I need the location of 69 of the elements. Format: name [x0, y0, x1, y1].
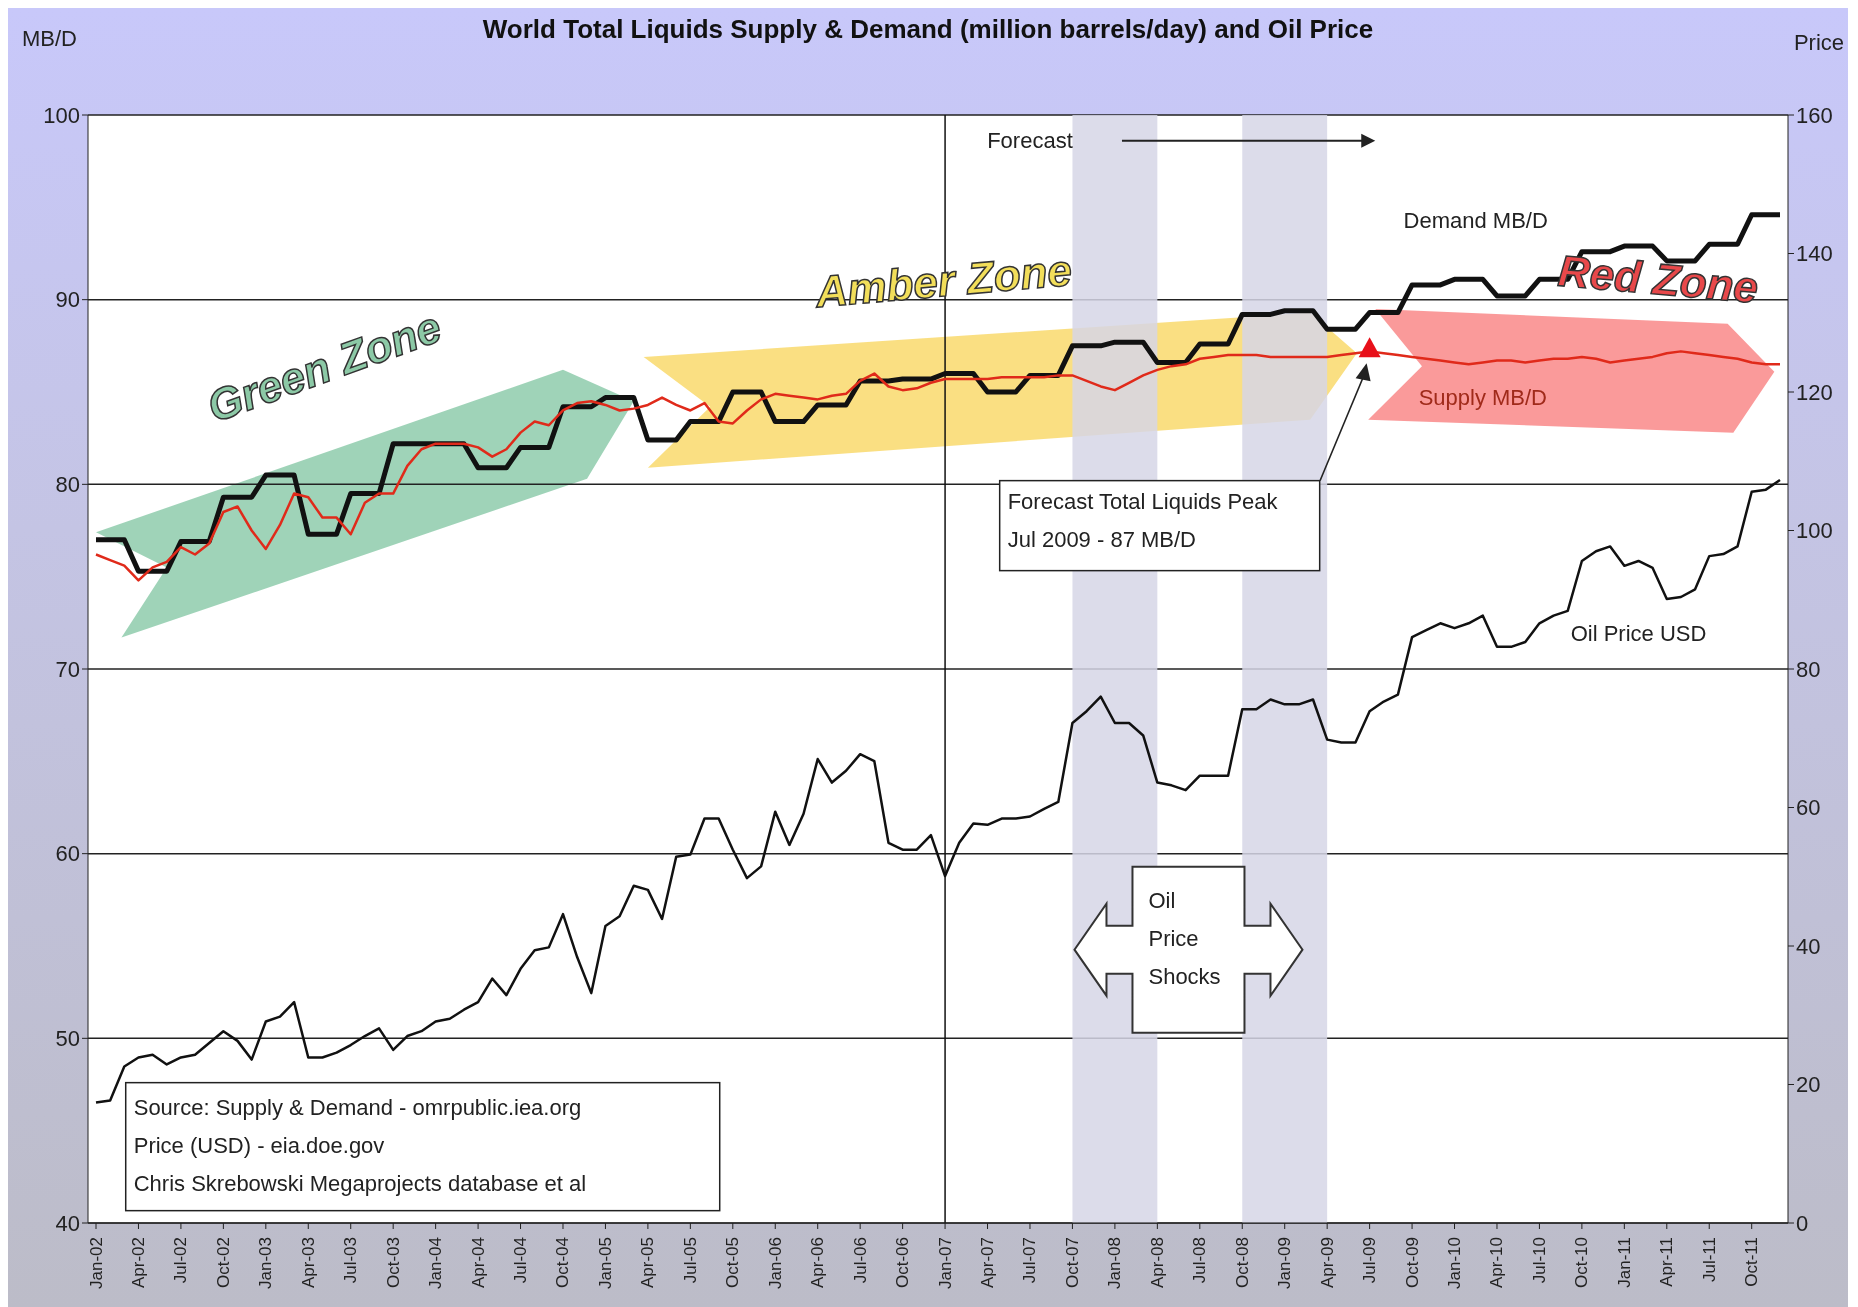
x-tick-label: Jul-09 [1360, 1237, 1380, 1284]
series-label: Oil Price USD [1570, 621, 1707, 647]
x-tick-label: Jul-05 [680, 1237, 700, 1284]
x-tick-label: Jan-08 [1105, 1237, 1125, 1289]
x-tick-label: Oct-04 [553, 1237, 573, 1289]
chart-title: World Total Liquids Supply & Demand (million barrels/day) and Oil Price [482, 14, 1374, 44]
x-tick-label: Apr-10 [1487, 1237, 1507, 1289]
x-tick-label: Jan-10 [1445, 1237, 1465, 1289]
y-tick-label: 80 [55, 472, 80, 498]
x-tick-label: Oct-09 [1402, 1237, 1422, 1289]
y2-tick-label: 0 [1796, 1210, 1809, 1236]
y-tick-label: 40 [55, 1210, 80, 1236]
series-label: Demand MB/D [1403, 207, 1548, 233]
x-tick-label: Oct-06 [893, 1237, 913, 1289]
x-tick-label: Oct-10 [1572, 1237, 1592, 1289]
x-tick-label: Oct-08 [1232, 1237, 1252, 1289]
y-tick-label: 90 [55, 287, 80, 313]
x-tick-label: Jul-10 [1529, 1237, 1549, 1284]
x-tick-label: Jan-11 [1614, 1237, 1634, 1288]
x-tick-label: Apr-08 [1147, 1237, 1167, 1289]
annotation: Oil Price Shocks [1148, 887, 1221, 989]
x-tick-label: Apr-03 [298, 1237, 318, 1289]
annotation: Forecast Total Liquids Peak Jul 2009 - 87 MB/D [1007, 488, 1279, 552]
y2-tick-label: 60 [1796, 795, 1821, 821]
x-tick-label: Jan-04 [426, 1237, 446, 1289]
x-tick-label: Apr-09 [1317, 1237, 1337, 1289]
x-tick-label: Jul-02 [171, 1237, 191, 1284]
x-tick-label: Apr-11 [1657, 1237, 1677, 1287]
x-tick-label: Apr-02 [128, 1237, 148, 1289]
x-tick-label: Jul-04 [511, 1237, 531, 1284]
x-tick-label: Oct-11 [1742, 1237, 1762, 1287]
x-tick-label: Apr-07 [978, 1237, 998, 1289]
x-tick-label: Jul-03 [341, 1237, 361, 1284]
x-tick-label: Jan-06 [765, 1237, 785, 1289]
y2-tick-label: 140 [1796, 241, 1833, 267]
series-label: Supply MB/D [1418, 384, 1548, 410]
y-tick-label: 70 [55, 656, 80, 682]
x-tick-label: Jan-02 [86, 1237, 106, 1289]
y2-axis-title: Price [1793, 30, 1844, 56]
y-tick-label: 50 [55, 1026, 80, 1052]
x-tick-label: Jan-05 [595, 1237, 615, 1289]
x-tick-label: Jul-07 [1020, 1237, 1040, 1284]
x-tick-label: Oct-05 [723, 1237, 743, 1289]
x-tick-label: Apr-06 [808, 1237, 828, 1289]
x-tick-label: Jul-08 [1190, 1237, 1210, 1284]
y2-tick-label: 40 [1796, 933, 1821, 959]
annotation: Forecast [987, 128, 1073, 154]
x-tick-label: Apr-05 [638, 1237, 658, 1289]
annotation: Green Zone [200, 301, 448, 432]
y2-tick-label: 20 [1796, 1072, 1821, 1098]
y2-tick-label: 120 [1796, 379, 1833, 405]
x-tick-label: Jan-07 [935, 1237, 955, 1289]
x-tick-label: Oct-03 [383, 1237, 403, 1289]
x-tick-label: Jul-06 [850, 1237, 870, 1284]
y-axis-title: MB/D [22, 26, 77, 52]
x-tick-label: Oct-07 [1062, 1237, 1082, 1289]
x-tick-label: Apr-04 [468, 1237, 488, 1289]
annotation: Red Zone [1556, 245, 1761, 312]
x-tick-label: Jan-09 [1275, 1237, 1295, 1289]
y2-tick-label: 80 [1796, 656, 1821, 682]
y2-tick-label: 100 [1796, 518, 1833, 544]
annotation: Source: Supply & Demand - omrpublic.iea.org Price (USD) - eia.doe.gov Chris Skrebowski Megaprojects database et al [133, 1094, 587, 1196]
annotation: Amber Zone [812, 244, 1074, 317]
x-tick-label: Jan-03 [256, 1237, 276, 1289]
x-tick-label: Jul-11 [1699, 1237, 1719, 1283]
y-tick-label: 100 [43, 102, 80, 128]
x-tick-label: Oct-02 [213, 1237, 233, 1289]
y-tick-label: 60 [55, 841, 80, 867]
y2-tick-label: 160 [1796, 102, 1833, 128]
